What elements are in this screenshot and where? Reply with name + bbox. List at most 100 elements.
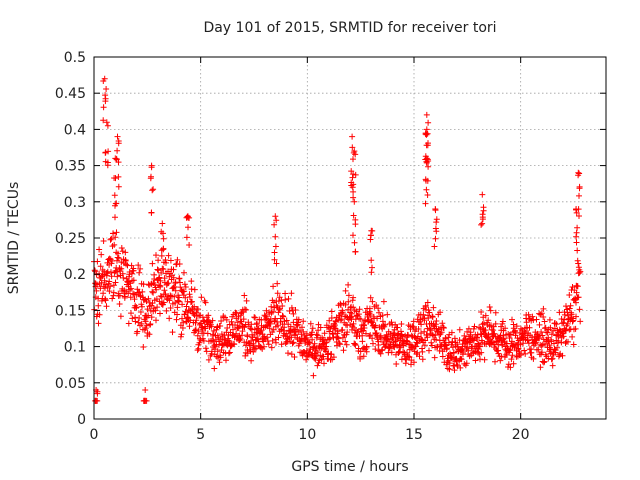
x-tick-labels: 0 5 10 15 20 — [90, 427, 530, 443]
data-point — [476, 343, 483, 350]
data-point — [115, 250, 121, 257]
data-point — [348, 168, 355, 175]
data-point — [155, 267, 162, 274]
data-point — [140, 344, 147, 350]
data-point — [139, 288, 146, 295]
data-point — [181, 269, 187, 276]
data-point — [397, 344, 404, 351]
data-point — [482, 312, 489, 319]
data-point — [446, 360, 453, 367]
data-point — [303, 330, 310, 337]
data-point — [549, 355, 556, 362]
data-point — [569, 284, 576, 290]
data-point — [272, 315, 279, 322]
y-tick-label: 0.15 — [55, 303, 86, 319]
data-point — [166, 297, 173, 304]
data-point — [270, 308, 276, 315]
data-point — [370, 340, 376, 347]
data-point — [111, 192, 118, 199]
data-point — [118, 265, 125, 272]
data-point — [412, 343, 419, 350]
data-point — [204, 330, 211, 337]
data-point — [280, 313, 287, 320]
data-point — [349, 144, 356, 151]
data-point — [300, 328, 307, 335]
data-point — [439, 353, 446, 360]
data-point — [485, 317, 492, 324]
data-point — [566, 292, 573, 298]
data-point — [361, 325, 368, 331]
data-point — [480, 204, 487, 211]
data-point — [269, 337, 276, 344]
data-point — [559, 352, 566, 359]
data-point — [255, 325, 262, 332]
data-point — [170, 284, 177, 291]
data-point — [143, 322, 150, 329]
data-point — [274, 290, 281, 297]
data-point — [525, 311, 532, 318]
data-point — [273, 302, 280, 309]
data-point — [182, 294, 189, 301]
data-point — [351, 148, 358, 155]
data-point — [573, 233, 580, 240]
data-point — [424, 334, 431, 341]
data-point — [146, 331, 153, 338]
data-point — [423, 186, 430, 193]
data-point — [108, 273, 115, 280]
data-point — [241, 324, 248, 331]
data-point — [103, 119, 110, 126]
data-point — [540, 305, 547, 312]
data-point — [271, 249, 278, 256]
data-point — [128, 285, 135, 292]
data-point — [95, 320, 102, 327]
data-point — [255, 335, 261, 342]
data-point — [176, 261, 183, 267]
data-point — [181, 281, 188, 288]
data-point — [98, 251, 105, 258]
data-point — [279, 312, 286, 319]
data-point — [394, 324, 401, 331]
data-point — [303, 356, 310, 363]
x-axis-label: GPS time / hours — [291, 459, 408, 475]
data-point — [290, 339, 297, 346]
data-point — [264, 334, 271, 341]
data-point — [115, 255, 122, 262]
data-point — [239, 328, 246, 335]
data-point — [432, 321, 439, 328]
data-point — [180, 319, 187, 326]
data-point — [157, 277, 164, 284]
data-point — [202, 299, 209, 306]
data-point — [257, 344, 264, 351]
data-point — [530, 355, 537, 362]
data-point — [424, 142, 431, 149]
data-point — [351, 239, 358, 246]
data-point — [409, 323, 416, 330]
data-point — [202, 325, 209, 332]
data-point — [369, 264, 375, 271]
data-point — [309, 329, 315, 336]
data-point — [120, 274, 127, 281]
data-point — [343, 313, 350, 320]
data-point — [431, 354, 438, 361]
data-point — [576, 183, 583, 190]
data-point — [429, 331, 436, 338]
data-point — [326, 336, 333, 342]
data-point — [328, 308, 335, 315]
data-point — [134, 328, 141, 335]
data-point — [272, 233, 279, 240]
data-point — [415, 326, 422, 332]
data-point — [218, 318, 225, 324]
data-point — [326, 317, 333, 324]
data-point — [408, 332, 415, 339]
data-point — [102, 149, 109, 156]
y-tick-label: 0.05 — [55, 376, 86, 392]
data-point — [136, 315, 143, 321]
data-point — [576, 192, 582, 199]
data-point — [150, 289, 157, 296]
data-point — [549, 362, 556, 369]
data-point — [351, 198, 358, 205]
data-point — [458, 356, 465, 363]
data-point — [368, 269, 375, 276]
data-point — [137, 265, 144, 272]
